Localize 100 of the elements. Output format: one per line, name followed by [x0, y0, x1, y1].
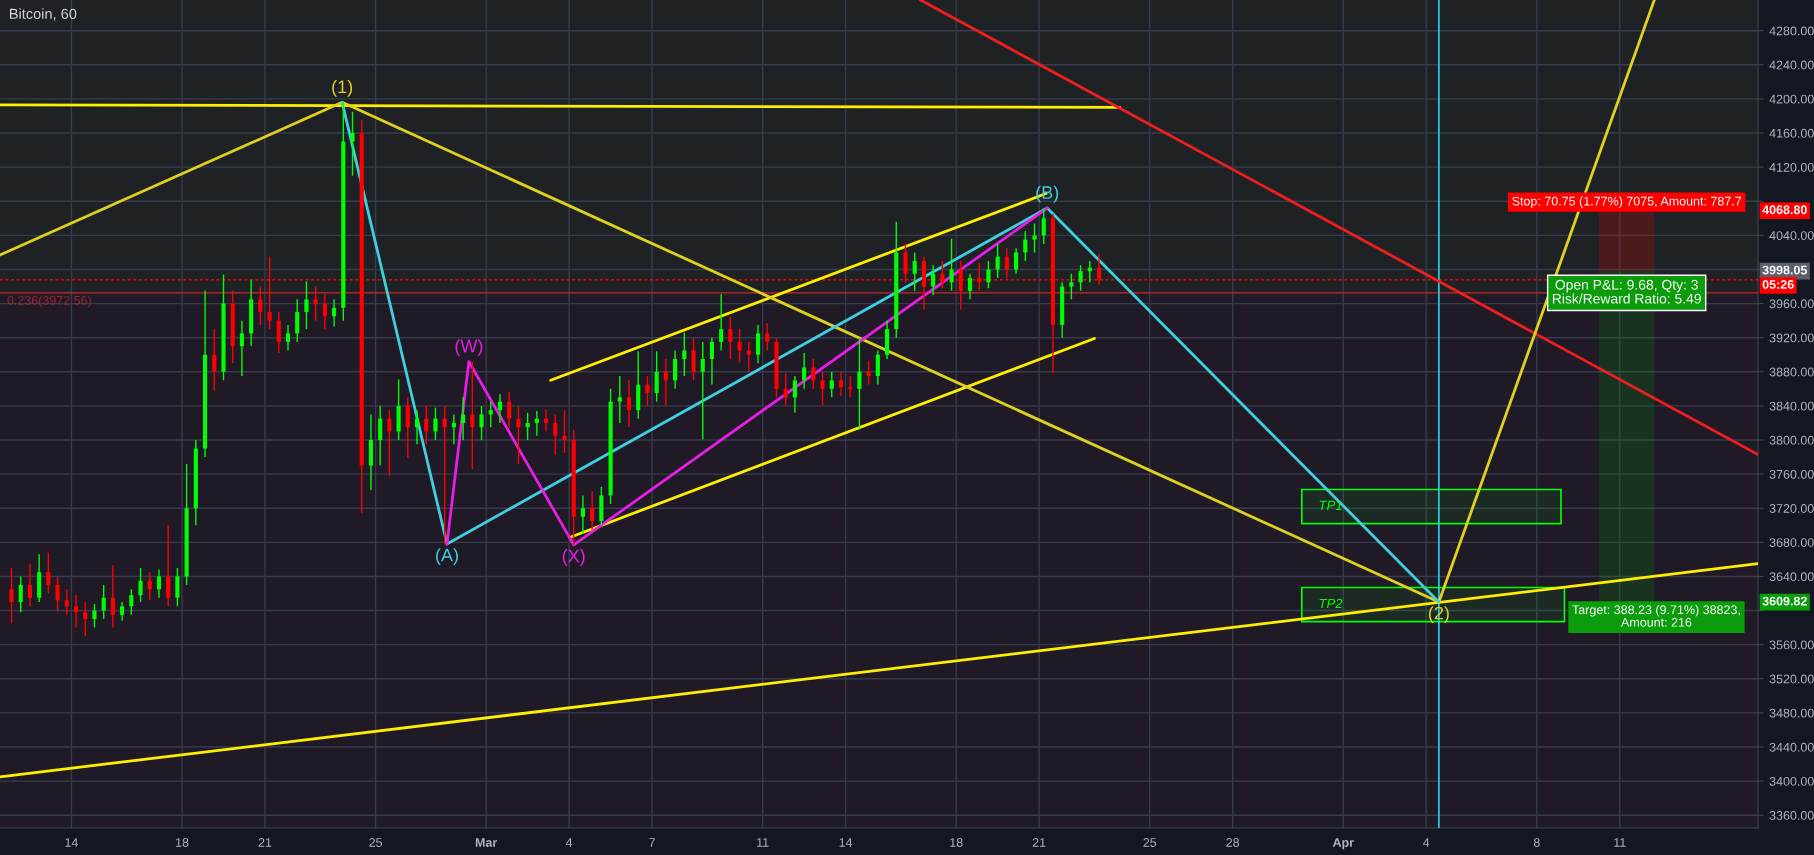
y-tick-label: 3760.00	[1769, 469, 1814, 479]
annotation: (B)	[1036, 185, 1059, 203]
y-tick-label: 3480.00	[1769, 708, 1814, 718]
candlestick	[9, 567, 14, 625]
candlestick	[995, 243, 1000, 279]
candlestick	[562, 409, 567, 454]
candlestick	[470, 360, 475, 470]
candlestick	[332, 298, 337, 328]
candlestick	[682, 331, 687, 377]
candlestick	[239, 319, 244, 377]
y-tick-label: 4120.00	[1769, 162, 1814, 172]
candlestick	[553, 413, 558, 456]
candlestick	[875, 349, 880, 386]
annotation: 05:26	[1762, 280, 1794, 289]
candlestick	[156, 568, 162, 599]
x-tick-label: 21	[1032, 838, 1046, 847]
x-tick-label: Apr	[1332, 838, 1354, 850]
y-tick-label: 3880.00	[1769, 367, 1814, 377]
candlestick	[18, 575, 23, 613]
x-tick-label: 18	[176, 838, 189, 847]
candlestick	[626, 379, 632, 428]
candlestick	[258, 285, 263, 326]
candlestick	[1014, 247, 1019, 275]
series-label: TP2	[1319, 598, 1343, 608]
x-tick-label: 4	[565, 838, 573, 847]
candlestick	[663, 358, 668, 406]
candlestick	[92, 603, 97, 629]
candlestick	[276, 311, 281, 354]
candlestick	[55, 575, 60, 612]
annotation: (X)	[562, 549, 585, 566]
candlestick	[617, 375, 622, 424]
candlestick	[792, 375, 797, 414]
candlestick	[387, 409, 392, 477]
y-tick-label: 3440.00	[1769, 742, 1814, 752]
candlestick	[755, 324, 761, 364]
x-tick-label: 7	[649, 838, 655, 847]
candlestick	[829, 371, 834, 399]
candlestick	[912, 251, 917, 292]
candlestick	[424, 405, 429, 445]
candlestick	[654, 350, 659, 403]
candlestick	[378, 405, 383, 467]
annotation: Open P&L: 9.68, Qty: 3 Risk/Reward Ratio: 5.49	[1552, 279, 1701, 304]
x-tick-label: 28	[1226, 838, 1240, 847]
candlestick	[783, 372, 788, 407]
candlestick	[1041, 207, 1046, 245]
x-tick-label: Mar	[475, 838, 498, 847]
candlestick	[147, 571, 152, 602]
candlestick	[101, 584, 106, 620]
x-tick-label: 14	[65, 838, 79, 847]
x-tick-label: 21	[258, 838, 272, 847]
candlestick	[285, 324, 291, 352]
candlestick	[728, 315, 733, 360]
candlestick	[967, 273, 973, 301]
annotation: (1)	[332, 79, 353, 97]
candlestick	[1078, 264, 1083, 292]
y-tick-label: 3960.00	[1769, 299, 1814, 309]
y-tick-label: 3680.00	[1769, 538, 1814, 547]
candlestick	[414, 409, 420, 445]
candlestick	[802, 352, 807, 390]
annotation: (A)	[436, 548, 458, 566]
candlestick	[212, 328, 217, 392]
candlestick	[479, 405, 484, 441]
annotation: 3998.05	[1762, 265, 1807, 275]
candlestick	[737, 328, 742, 364]
annotation: (W)	[455, 339, 483, 356]
y-tick-label: 4160.00	[1769, 128, 1814, 138]
x-tick-label: 4	[1423, 838, 1430, 847]
y-tick-label: 4040.00	[1769, 231, 1814, 241]
candlestick	[848, 375, 853, 399]
candlestick	[64, 588, 69, 616]
ref-line-label: 0.236(3972.56)	[7, 295, 91, 308]
y-tick-label: 4200.00	[1769, 94, 1814, 104]
candlestick	[673, 349, 678, 390]
candlestick	[322, 292, 327, 330]
candlestick	[497, 393, 503, 424]
y-tick-label: 3720.00	[1769, 504, 1814, 513]
candlestick	[645, 375, 650, 407]
y-tick-label: 3400.00	[1769, 776, 1814, 786]
series-label: TP1	[1319, 500, 1342, 510]
y-tick-label: 3920.00	[1769, 333, 1814, 343]
candlestick	[580, 494, 585, 535]
candlestick	[746, 341, 751, 373]
x-tick-label: 11	[1614, 838, 1626, 847]
candlestick	[931, 264, 936, 296]
candlestick	[811, 358, 816, 390]
candlestick	[442, 405, 447, 545]
candlestick	[1069, 273, 1074, 301]
y-tick-label: 3360.00	[1769, 811, 1814, 820]
candlestick	[838, 371, 844, 397]
x-tick-label: 11	[757, 838, 769, 847]
chart-title: Bitcoin, 60	[9, 8, 77, 21]
candlestick	[700, 341, 705, 440]
candlestick	[350, 111, 355, 177]
candlestick	[405, 396, 410, 459]
candlestick	[986, 260, 991, 289]
candlestick	[27, 562, 33, 607]
candlestick	[83, 601, 88, 637]
candlestick	[1032, 222, 1037, 254]
data-label: Target: 388.23 (9.71%) 38823, Amount: 216	[1572, 604, 1740, 627]
candlestick	[433, 406, 438, 441]
